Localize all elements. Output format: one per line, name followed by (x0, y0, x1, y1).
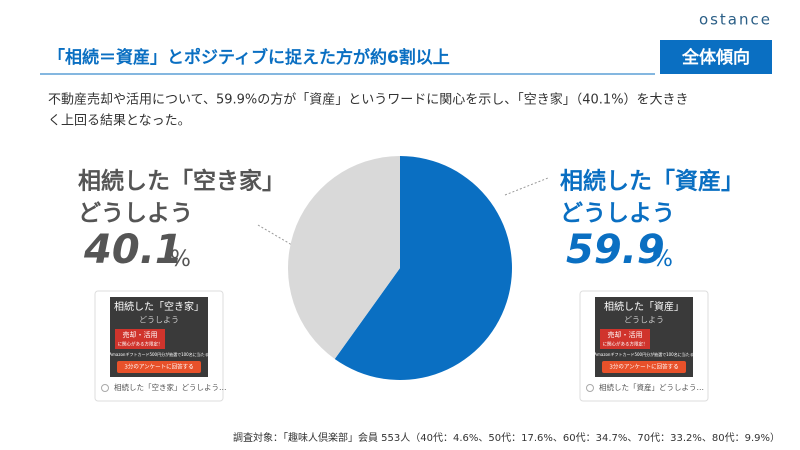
badge-text: 全体傾向 (681, 47, 750, 68)
card-radio (586, 384, 594, 392)
leader (257, 224, 293, 246)
unit-label: % (652, 247, 673, 272)
card-tag (600, 329, 650, 349)
slice-label: 相続した「資産」 (560, 168, 744, 195)
card-promo: Amazonギフトカード500円分が抽選で100名に当たる (109, 351, 208, 357)
card-caption: 相続した「資産」どうしよう… (599, 382, 704, 392)
heading: 「相続＝資産」とポジティブに捉えた方が約6割以上 (48, 47, 450, 68)
card-button: 3分のアンケートに回答する (609, 363, 678, 371)
description: く上回る結果となった。 (48, 114, 191, 129)
pie-slice (334, 156, 512, 380)
card-tag: 売却・活用 (608, 330, 643, 339)
slice-label: どうしよう (560, 201, 675, 227)
value-label: 40.1 (83, 227, 183, 273)
card-tag: に関心がある方限定！ (118, 341, 163, 348)
badge (660, 40, 772, 74)
pie-slice (288, 156, 400, 360)
brand: ostance (699, 11, 772, 29)
card-title: どうしよう (139, 316, 179, 325)
card-radio (101, 384, 109, 392)
card-tag: に関心がある方限定！ (603, 341, 648, 348)
slice-label: どうしよう (78, 201, 193, 227)
footnote: 調査対象：「趣味人倶楽部」会員 553人（40代：4.6%、50代：17.6%、… (233, 431, 780, 444)
card-title: 相続した「空き家」 (114, 300, 204, 313)
slice-label: 相続した「空き家」 (78, 168, 285, 195)
card-caption: 相続した「空き家」どうしよう… (114, 382, 227, 392)
card-button: 3分のアンケートに回答する (124, 363, 193, 371)
card-tag: 売却・活用 (123, 330, 158, 339)
description: 不動産売却や活用について、59.9%の方が「資産」というワードに関心を示し、「空… (48, 92, 689, 108)
card-tag (115, 329, 165, 349)
card-title: 相続した「資産」 (604, 300, 684, 313)
card-title: どうしよう (624, 316, 664, 325)
card-promo: Amazonギフトカード500円分が抽選で100名に当たる (594, 351, 693, 357)
unit-label: % (170, 247, 191, 272)
card-button (602, 361, 686, 373)
card-button (117, 361, 201, 373)
value-label: 59.9 (566, 227, 665, 273)
